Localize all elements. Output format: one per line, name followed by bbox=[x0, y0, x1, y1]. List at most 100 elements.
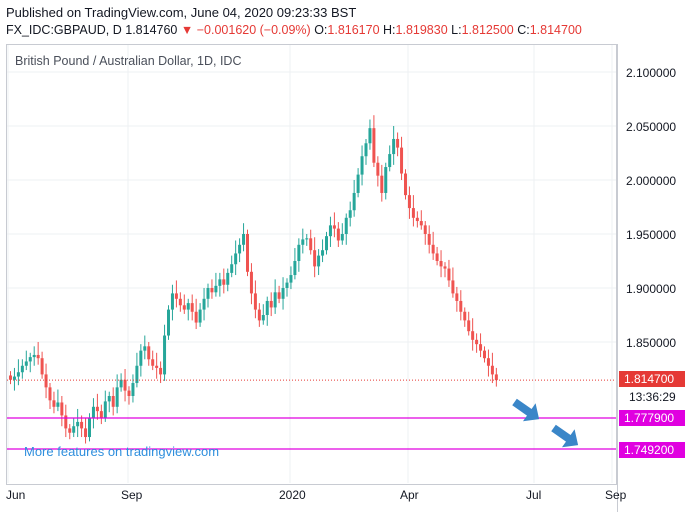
candle-body bbox=[261, 315, 265, 321]
candle-body bbox=[475, 339, 479, 345]
candle-body bbox=[123, 379, 127, 391]
candle-body bbox=[490, 365, 494, 375]
candle-body bbox=[305, 238, 309, 240]
candle-body bbox=[80, 421, 84, 429]
candle-body bbox=[249, 271, 253, 294]
candle-body bbox=[479, 344, 483, 351]
candle-body bbox=[471, 331, 475, 340]
candle-body bbox=[463, 311, 467, 321]
candle-body bbox=[376, 162, 380, 176]
candle-body bbox=[392, 138, 396, 155]
x-tick-label: Sep bbox=[121, 488, 143, 502]
candle-body bbox=[16, 372, 20, 377]
high-value: 1.819830 bbox=[395, 23, 448, 37]
candle-body bbox=[139, 350, 143, 366]
candle-body bbox=[439, 261, 443, 267]
candle-body bbox=[388, 154, 392, 168]
candle-body bbox=[226, 272, 230, 285]
last-price-tag: 1.814700 bbox=[619, 371, 685, 387]
price-axis-border bbox=[617, 44, 618, 512]
down-arrow-annotation-1[interactable] bbox=[508, 393, 545, 428]
candle-body bbox=[257, 309, 261, 321]
candle-body bbox=[151, 359, 155, 366]
candle-body bbox=[273, 292, 277, 308]
close-label: C: bbox=[517, 23, 530, 37]
x-tick-label: Jul bbox=[526, 488, 542, 502]
down-arrow-annotation-2[interactable] bbox=[547, 419, 584, 454]
candle-body bbox=[182, 305, 186, 310]
x-tick-label: 2020 bbox=[279, 488, 306, 502]
open-label: O: bbox=[314, 23, 328, 37]
candle-body bbox=[486, 358, 490, 366]
low-label: L: bbox=[451, 23, 462, 37]
candle-body bbox=[360, 156, 364, 175]
candle-body bbox=[269, 300, 273, 308]
open-value: 1.816170 bbox=[327, 23, 380, 37]
candle-body bbox=[163, 335, 167, 375]
level-tag-upper: 1.777900 bbox=[619, 410, 685, 426]
candle-body bbox=[455, 293, 459, 301]
candle-body bbox=[400, 147, 404, 174]
candle-body bbox=[415, 217, 419, 222]
candle-body bbox=[289, 275, 293, 283]
candle-body bbox=[443, 266, 447, 269]
level-tag-lower: 1.749200 bbox=[619, 442, 685, 458]
candle-body bbox=[301, 239, 305, 245]
candle-body bbox=[447, 268, 451, 281]
candle-body bbox=[135, 365, 139, 384]
candle-body bbox=[218, 279, 222, 286]
candle-body bbox=[309, 238, 313, 251]
candle-body bbox=[368, 128, 372, 144]
watermark-link[interactable]: More features on tradingview.com bbox=[24, 444, 220, 459]
candle-body bbox=[103, 401, 107, 418]
candle-body bbox=[380, 175, 384, 193]
low-value: 1.812500 bbox=[461, 23, 514, 37]
candle-body bbox=[68, 428, 72, 433]
y-tick-label: 2.000000 bbox=[626, 174, 677, 188]
candle-body bbox=[119, 379, 123, 388]
candle-body bbox=[107, 396, 111, 402]
candle-body bbox=[28, 357, 32, 362]
candle-body bbox=[494, 374, 498, 381]
candle-body bbox=[317, 255, 321, 267]
candle-body bbox=[411, 208, 415, 218]
candle-body bbox=[36, 354, 40, 359]
candle-body bbox=[24, 361, 28, 366]
candle-body bbox=[435, 253, 439, 261]
time-axis-border bbox=[6, 484, 617, 485]
candle-body bbox=[321, 250, 325, 256]
candle-body bbox=[88, 417, 91, 438]
candle-body bbox=[190, 303, 194, 312]
ohlc-line: FX_IDC:GBPAUD, D 1.814760 ▼ −0.001620 (−… bbox=[6, 23, 582, 37]
candle-body bbox=[99, 411, 103, 418]
candle-body bbox=[431, 244, 435, 254]
x-tick-label: Jun bbox=[6, 488, 26, 502]
candle-body bbox=[174, 293, 178, 299]
candle-body bbox=[246, 234, 249, 272]
candle-body bbox=[170, 293, 174, 310]
y-tick-label: 2.050000 bbox=[626, 120, 677, 134]
candle-body bbox=[372, 128, 376, 163]
candle-body bbox=[60, 402, 64, 416]
candle-body bbox=[293, 261, 297, 276]
x-tick-label: Sep bbox=[605, 488, 627, 502]
x-tick-label: Apr bbox=[400, 488, 419, 502]
candle-body bbox=[483, 350, 486, 359]
close-value: 1.814700 bbox=[529, 23, 582, 37]
candle-body bbox=[242, 234, 246, 245]
candle-body bbox=[52, 400, 56, 407]
candle-body bbox=[194, 311, 198, 323]
candle-body bbox=[9, 375, 12, 380]
candle-body bbox=[423, 225, 427, 234]
candle-body bbox=[238, 244, 242, 254]
candle-body bbox=[340, 234, 344, 241]
y-tick-label: 1.850000 bbox=[626, 336, 677, 350]
candle-body bbox=[325, 236, 328, 251]
candle-body bbox=[115, 387, 119, 407]
candle-body bbox=[76, 421, 80, 427]
candle-body bbox=[285, 282, 289, 288]
candle-body bbox=[265, 300, 269, 315]
candle-body bbox=[234, 253, 238, 265]
candle-body bbox=[348, 210, 352, 218]
